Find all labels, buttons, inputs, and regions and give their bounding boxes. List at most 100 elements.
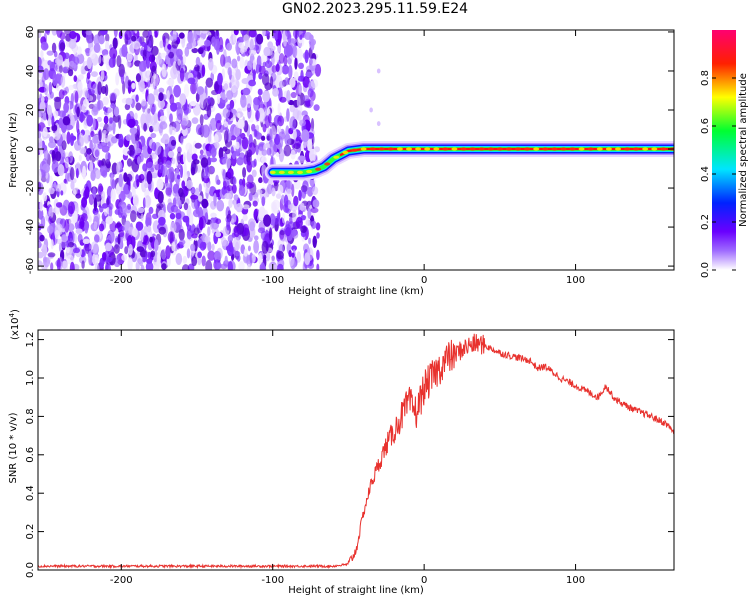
figure-title: GN02.2023.295.11.59.E24 [281,1,469,17]
ridge-speck [351,148,358,152]
noise-blob [118,114,122,129]
y-tick-label: 40 [25,65,36,78]
noise-blob [170,66,178,80]
noise-blob [101,190,106,201]
noise-blob [283,55,288,66]
noise-blob [307,207,312,220]
ridge-speck [333,155,340,159]
noise-blob [297,36,305,48]
ridge-speck [415,147,422,151]
noise-blob [242,87,251,96]
noise-blob [63,102,69,114]
noise-blob [217,72,223,86]
noise-blob [313,104,320,111]
noise-blob [182,255,188,264]
noise-blob [269,76,274,89]
ridge-speck [587,147,594,151]
ridge-speck [515,147,521,151]
noise-blob [69,261,75,270]
noise-blob [235,68,241,81]
noise-blob [157,99,166,109]
ridge-speck [342,150,349,155]
noise-blob [167,231,175,244]
noise-blob [251,254,256,263]
ridge-speck [278,170,285,174]
noise-blob [248,192,253,202]
noise-blob [39,234,45,242]
noise-blob [87,88,95,95]
noise-blob [241,136,249,150]
noise-blob [181,180,186,189]
noise-blob [304,49,309,64]
noise-blob [105,40,110,53]
noise-blob [69,30,77,40]
noise-blob [152,220,161,234]
noise-blob [304,32,312,40]
noise-blob [263,254,267,260]
noise-blob [79,147,87,155]
noise-blob [51,42,57,53]
ridge-speck [578,147,585,151]
noise-blob [231,81,238,94]
ridge-speck [478,147,485,151]
noise-blob [261,149,268,156]
noise-blob [268,263,272,270]
noise-blob [47,252,56,258]
noise-blob [223,121,229,128]
noise-blob [242,223,250,237]
snr-scale-label: (x104) [8,309,21,340]
noise-blob [72,210,78,223]
noise-blob [285,125,290,138]
noise-blob [132,40,141,50]
noise-blob [118,63,125,78]
noise-blob [83,189,88,201]
noise-blob [168,150,175,158]
noise-blob [131,30,135,36]
noise-blob [211,166,215,173]
noise-blob [210,157,218,163]
noise-blob [288,255,295,267]
noise-blob [248,48,257,56]
noise-blob [271,45,276,52]
noise-blob [99,165,108,177]
noise-blob [107,229,115,244]
noise-blob [247,263,251,270]
noise-blob [38,131,42,139]
noise-blob [301,187,307,199]
noise-blob [106,256,113,263]
noise-blob [44,84,49,96]
noise-blob [175,212,182,220]
noise-blob [269,213,276,226]
noise-blob [105,33,110,43]
noise-blob [197,206,203,220]
noise-blob [64,218,70,233]
noise-blob [141,99,147,107]
noise-blob [99,122,105,128]
noise-blob [69,167,75,181]
noise-blob [227,234,234,243]
y-tick-label: -60 [25,258,36,274]
noise-blob [227,167,234,179]
noise-blob [287,58,292,65]
noise-blob [181,36,186,48]
noise-blob [204,180,211,194]
noise-blob [90,241,99,254]
noise-blob [180,135,184,145]
noise-blob [277,30,282,45]
noise-blob [233,30,239,36]
noise-blob [159,52,167,58]
noise-blob [256,33,264,45]
noise-blob [101,145,110,153]
noise-blob [183,202,189,211]
noise-blob [66,247,70,254]
noise-blob [184,46,190,57]
noise-blob [44,96,49,104]
noise-blob [235,141,240,150]
spectrogram-frame [37,29,675,271]
noise-blob [38,208,44,220]
ridge-speck [442,147,449,151]
noise-blob [135,221,144,231]
colorbar: 0.0 0.2 0.4 0.6 0.8 Normalized spectral ampl… [700,30,749,278]
noise-blob [61,260,69,270]
noise-blob [253,129,258,138]
